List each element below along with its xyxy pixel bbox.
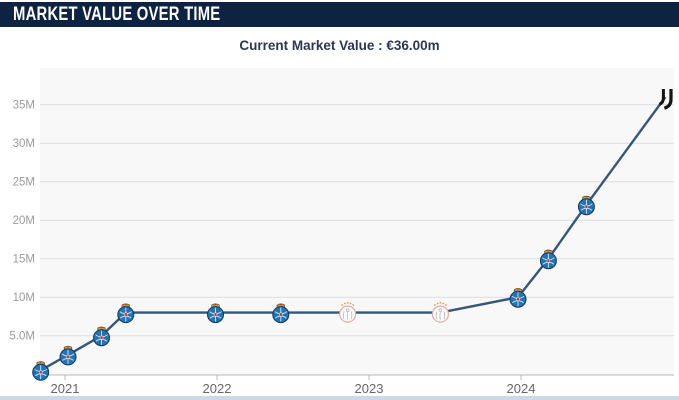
y-axis-tick-label: 15M bbox=[13, 254, 35, 266]
x-axis-tick-label: 2022 bbox=[203, 381, 232, 396]
data-point-fc-porto-crest-icon[interactable] bbox=[539, 249, 557, 270]
y-axis-tick-label: 25M bbox=[13, 177, 35, 189]
y-axis-tick-label: 30M bbox=[13, 138, 35, 150]
x-axis-tick-label: 2021 bbox=[51, 381, 80, 396]
data-point-fc-porto-crest-icon[interactable] bbox=[509, 288, 527, 308]
page-title: MARKET VALUE OVER TIME bbox=[13, 3, 221, 25]
data-point-fc-porto-crest-icon[interactable] bbox=[93, 326, 110, 347]
data-point-fc-porto-crest-icon[interactable] bbox=[117, 303, 135, 324]
y-axis-tick-label: 35M bbox=[13, 100, 35, 112]
section-header-bar: MARKET VALUE OVER TIME bbox=[0, 2, 679, 27]
x-axis: 2021 2022 2023 2024 bbox=[40, 374, 674, 396]
y-gridlines-and-labels: 5.0M 10M 15M 20M 25M 30M 35M bbox=[9, 100, 674, 343]
data-point-fc-porto-crest-icon[interactable] bbox=[272, 303, 290, 324]
plot-area bbox=[40, 68, 674, 375]
data-point-juventus-logo-icon[interactable] bbox=[658, 89, 673, 110]
card-bottom-border bbox=[0, 396, 679, 400]
data-point-ajax-crest-icon[interactable] bbox=[339, 302, 357, 323]
data-point-fc-porto-crest-icon[interactable] bbox=[59, 345, 77, 366]
data-point-ajax-crest-icon[interactable] bbox=[431, 302, 449, 323]
x-axis-tick-label: 2024 bbox=[507, 381, 536, 396]
data-point-fc-porto-crest-icon[interactable] bbox=[207, 303, 224, 324]
current-market-value-label: Current Market Value : €36.00m bbox=[239, 38, 440, 53]
x-axis-tick-label: 2023 bbox=[355, 381, 384, 396]
y-axis-tick-label: 20M bbox=[13, 215, 35, 227]
data-point-fc-porto-crest-icon[interactable] bbox=[577, 195, 595, 216]
data-point-fc-porto-crest-icon[interactable] bbox=[32, 361, 50, 381]
y-axis-tick-label: 10M bbox=[13, 292, 35, 304]
market-value-chart: 5.0M 10M 15M 20M 25M 30M 35M 2021 2022 2023 2024 bbox=[9, 68, 674, 396]
y-axis-tick-label: 5.0M bbox=[9, 331, 35, 343]
